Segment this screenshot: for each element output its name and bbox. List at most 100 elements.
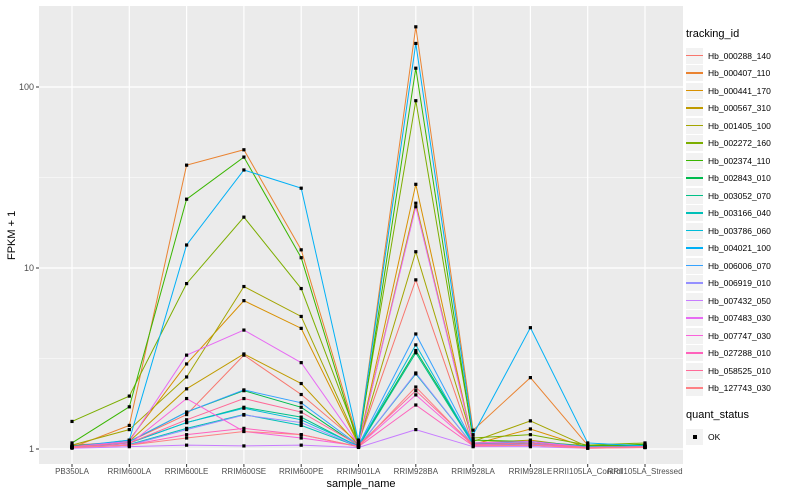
data-point <box>185 281 189 286</box>
data-point <box>242 155 246 159</box>
legend-entry-Hb_007747_030: Hb_007747_030 <box>686 327 798 345</box>
data-point <box>70 419 74 424</box>
legend: tracking_id Hb_000288_140 Hb_000407_110 Hb… <box>686 28 798 446</box>
data-point <box>242 388 246 392</box>
legend-label: Hb_027288_010 <box>708 348 771 359</box>
data-point <box>643 445 647 450</box>
data-point <box>414 403 418 407</box>
x-tick-label-RRII105LA_Stressed: RRII105LA_Stressed <box>607 467 683 476</box>
legend-key-ok <box>686 428 703 445</box>
legend-key-Hb_000407_110 <box>686 65 703 82</box>
ok-point-icon <box>692 434 697 439</box>
data-point <box>185 396 189 401</box>
legend-key-Hb_007483_030 <box>686 310 703 327</box>
legend-key-line <box>686 72 703 74</box>
data-point <box>586 446 590 450</box>
data-point <box>242 299 246 303</box>
data-point <box>242 148 246 152</box>
data-point <box>299 248 303 252</box>
panel-background <box>39 6 683 464</box>
legend-label-ok: OK <box>708 431 721 442</box>
legend-key-Hb_002843_010 <box>686 170 703 187</box>
data-point <box>299 420 303 425</box>
legend-key-Hb_007747_030 <box>686 327 703 344</box>
legend-entry-ok: OK <box>686 428 798 446</box>
data-point <box>414 25 418 29</box>
data-point <box>185 436 189 440</box>
data-point <box>242 284 246 289</box>
legend-key-line <box>686 282 703 284</box>
data-point <box>414 385 418 389</box>
data-point <box>471 428 475 432</box>
data-point <box>242 168 246 172</box>
legend-entry-Hb_127743_030: Hb_127743_030 <box>686 380 798 398</box>
data-point <box>414 343 418 347</box>
data-point <box>356 439 361 444</box>
data-point <box>299 443 303 447</box>
legend-label: Hb_007747_030 <box>708 330 771 341</box>
legend-entry-Hb_058525_010: Hb_058525_010 <box>686 362 798 380</box>
legend-key-line <box>686 159 703 162</box>
legend-key-Hb_127743_030 <box>686 380 703 397</box>
data-point <box>70 445 74 450</box>
data-point <box>414 66 418 70</box>
legend-key-Hb_006919_010 <box>686 275 703 292</box>
legend-label: Hb_002272_160 <box>708 138 771 149</box>
x-tick-label-RRIM928LA: RRIM928LA <box>451 467 495 476</box>
data-point <box>299 410 303 414</box>
data-point <box>185 412 189 417</box>
legend-label: Hb_006006_070 <box>708 260 771 271</box>
legend-key-Hb_007432_050 <box>686 292 703 309</box>
legend-label: Hb_004021_100 <box>708 243 771 254</box>
data-point <box>185 433 189 437</box>
data-point <box>299 314 303 319</box>
data-point <box>471 444 475 448</box>
legend-label: Hb_000441_170 <box>708 85 771 96</box>
data-point <box>185 163 189 167</box>
legend-entry-Hb_007432_050: Hb_007432_050 <box>686 292 798 310</box>
legend-label: Hb_003166_040 <box>708 208 771 219</box>
legend-label: Hb_127743_030 <box>708 383 771 394</box>
data-point <box>185 418 189 422</box>
legend-key-line <box>686 369 703 372</box>
data-point <box>528 419 532 423</box>
legend-key-Hb_001405_100 <box>686 117 703 134</box>
data-point <box>299 286 303 291</box>
data-point <box>528 433 532 437</box>
data-point <box>242 426 246 430</box>
data-point <box>414 371 418 375</box>
legend-key-line <box>686 107 703 109</box>
y-tick-label-100: 100 <box>18 82 34 92</box>
data-point <box>471 433 475 437</box>
legend-key-Hb_002374_110 <box>686 152 703 169</box>
data-point <box>414 348 418 353</box>
data-point <box>414 427 418 432</box>
data-point <box>185 387 189 391</box>
data-point <box>242 406 246 410</box>
legend-label: Hb_001405_100 <box>708 120 771 131</box>
data-point <box>185 243 189 247</box>
legend-label: Hb_003052_070 <box>708 190 771 201</box>
data-point <box>185 362 189 366</box>
y-axis-title: FPKM + 1 <box>6 210 18 260</box>
legend-label: Hb_007432_050 <box>708 295 771 306</box>
legend-key-Hb_003052_070 <box>686 187 703 204</box>
legend-key-Hb_027288_010 <box>686 345 703 362</box>
data-point <box>414 389 418 393</box>
data-point <box>185 410 189 414</box>
legend-key-line <box>686 124 703 127</box>
data-point <box>127 427 131 432</box>
y-tick-label-1: 1 <box>28 444 34 454</box>
data-point <box>528 326 532 330</box>
legend-entry-Hb_000567_310: Hb_000567_310 <box>686 100 798 118</box>
legend-entry-Hb_000407_110: Hb_000407_110 <box>686 65 798 83</box>
legend-key-line <box>686 89 703 92</box>
legend-label: Hb_006919_010 <box>708 278 771 289</box>
data-point <box>299 392 303 397</box>
legend-key-line <box>686 212 703 214</box>
data-point <box>299 381 303 386</box>
data-point <box>414 99 418 103</box>
data-point <box>471 438 475 442</box>
data-point <box>414 351 418 355</box>
data-point <box>414 250 418 254</box>
